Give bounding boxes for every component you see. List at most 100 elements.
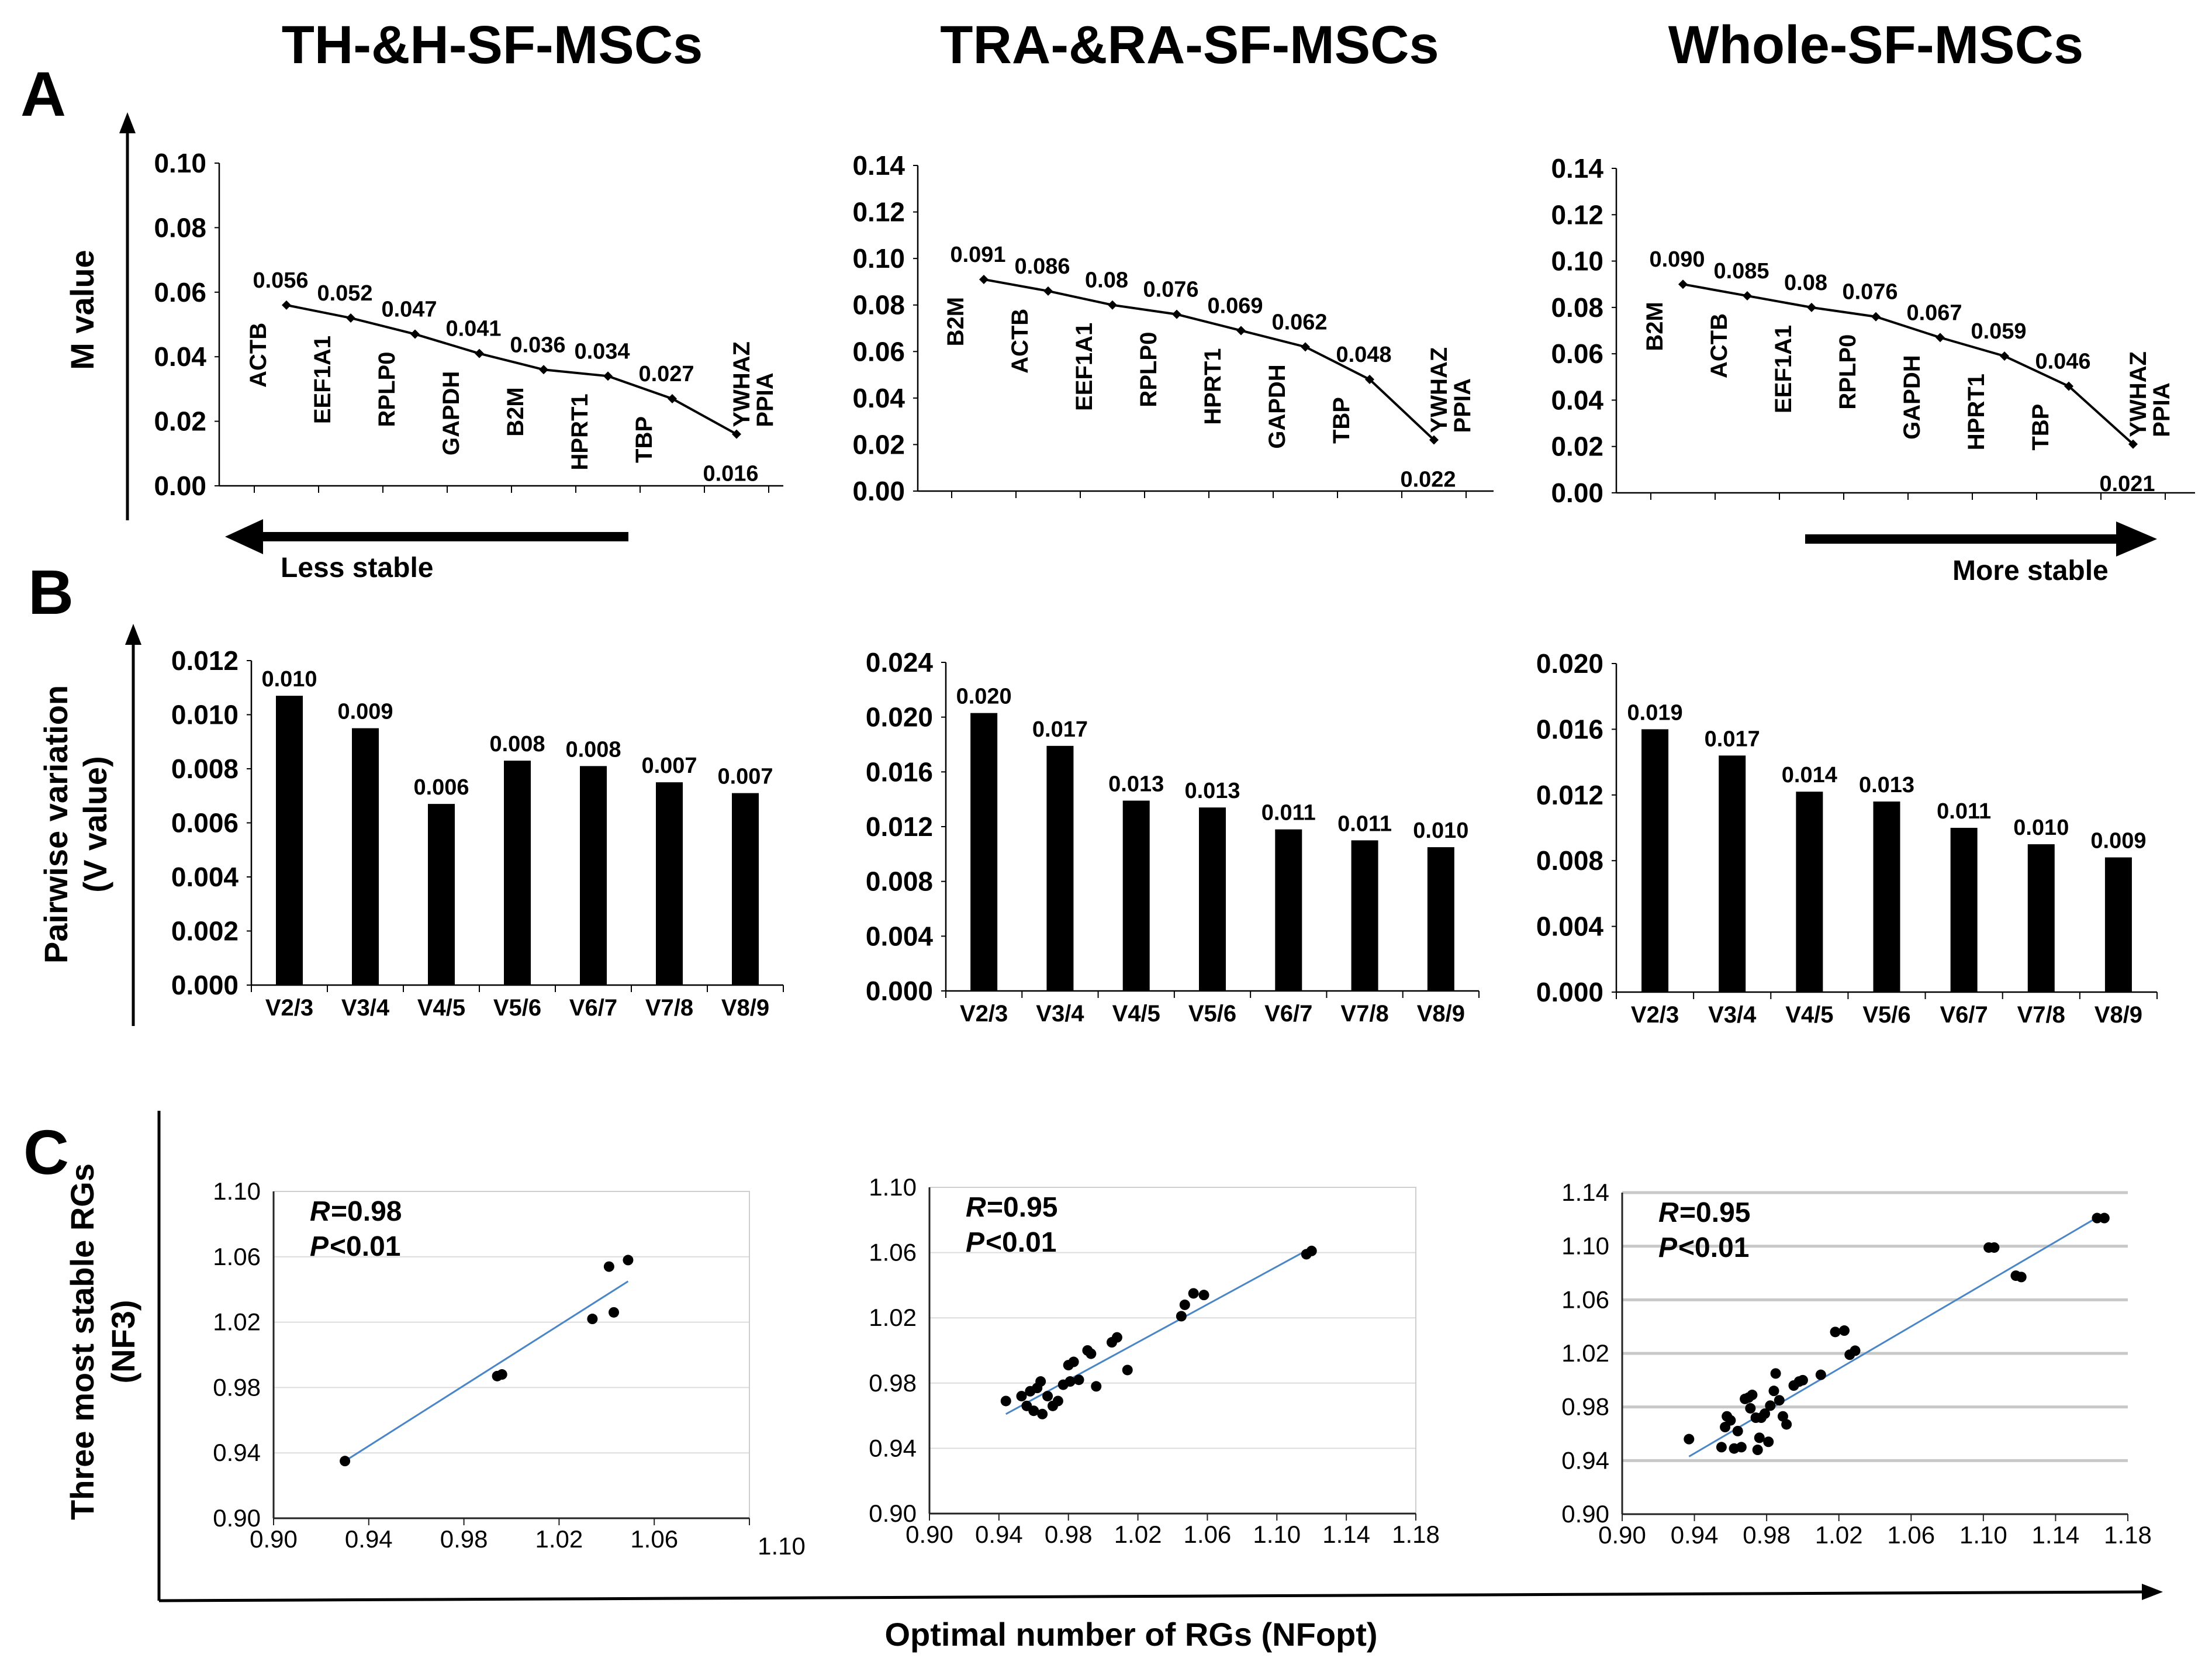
b2-ytick: 0.004 <box>866 921 934 951</box>
c3-scatter-point <box>1989 1242 2000 1253</box>
a1-data-label: 0.016 <box>703 462 758 486</box>
a2-data-label: 0.091 <box>950 243 1005 267</box>
a3-ytick: 0.06 <box>1551 338 1603 369</box>
a1-gene-label: ACTB <box>246 323 271 388</box>
a3-gene-label: PPIA <box>2149 382 2175 437</box>
c2-ytick: 0.98 <box>869 1369 917 1397</box>
c3-scatter-point <box>1815 1369 1826 1380</box>
panel-c-y-label-line2-group: (NF3) <box>105 1300 141 1383</box>
a3-point <box>1743 291 1752 301</box>
b2-bar <box>1427 847 1454 991</box>
b2-ytick: 0.008 <box>866 866 933 897</box>
c3-ytick: 0.98 <box>1561 1393 1609 1421</box>
c3-scatter-point <box>2099 1212 2110 1224</box>
c2-scatter-point <box>1035 1376 1046 1387</box>
a3-ytick: 0.00 <box>1551 478 1603 508</box>
a2-gene-label: TBP <box>1329 397 1354 444</box>
c3-ytick: 0.94 <box>1561 1446 1609 1474</box>
a1-ytick: 0.00 <box>154 471 206 501</box>
a3-gene-label: EEF1A1 <box>1771 325 1796 413</box>
a3-ytick: 0.10 <box>1551 246 1603 277</box>
a3-ytick: 0.02 <box>1551 431 1603 462</box>
b2-ytick: 0.016 <box>866 756 933 787</box>
b3-ytick: 0.000 <box>1536 977 1603 1007</box>
b1-ytick: 0.006 <box>171 808 239 838</box>
b1-bar <box>504 761 531 985</box>
a2-gene-label: GAPDH <box>1264 364 1290 448</box>
a1-ytick: 0.08 <box>154 212 206 243</box>
b3-bar-label: 0.019 <box>1627 700 1683 725</box>
b1-bar-label: 0.009 <box>337 700 393 724</box>
a2-ytick: 0.02 <box>852 429 905 460</box>
b3-xtick: V5/6 <box>1862 1002 1910 1028</box>
c3-scatter-point <box>1850 1345 1861 1356</box>
panel-a-y-axis-arrowhead <box>119 112 136 133</box>
a1-data-label: 0.036 <box>510 333 565 357</box>
a1-data-label: 0.056 <box>253 268 308 293</box>
a2-ytick: 0.10 <box>852 243 905 274</box>
c2-xtick: 1.06 <box>1184 1521 1232 1548</box>
c1-scatter-point <box>623 1255 634 1266</box>
b1-bar-label: 0.006 <box>413 775 469 800</box>
c3-scatter-point <box>2092 1212 2103 1224</box>
b2-bar <box>1122 800 1150 991</box>
b3-bar-label: 0.013 <box>1859 773 1914 797</box>
a1-gene-label: HPRT1 <box>567 393 593 470</box>
c3-scatter-point <box>1747 1390 1758 1401</box>
a1-point <box>732 429 741 439</box>
less-stable-arrowhead <box>225 519 263 554</box>
b3-bar-label: 0.009 <box>2090 829 2146 854</box>
c1-scatter-point <box>587 1314 598 1325</box>
c2-ytick: 1.10 <box>869 1173 917 1201</box>
c2-ytick: 1.06 <box>869 1239 917 1266</box>
c3-scatter-point <box>1797 1374 1808 1386</box>
c3-p-value: <0.01 <box>1678 1232 1749 1263</box>
c3-scatter-point <box>1830 1326 1841 1338</box>
c2-ytick: 0.94 <box>869 1434 917 1462</box>
b2-xtick: V4/5 <box>1112 1001 1160 1027</box>
c3-xtick: 0.90 <box>1598 1521 1646 1549</box>
a1-gene-label: YWHAZ <box>729 341 755 427</box>
c3-xtick: 0.94 <box>1671 1521 1719 1549</box>
a1-gene-label: TBP <box>631 416 657 463</box>
a3-point <box>1871 312 1881 322</box>
b1-xtick: V6/7 <box>569 995 617 1021</box>
panel-b-y-axis-arrowhead <box>125 624 141 645</box>
c1-xtick: 0.94 <box>345 1525 393 1553</box>
c2-scatter-point <box>1064 1376 1076 1387</box>
c2-scatter-point <box>1188 1288 1199 1299</box>
c3-scatter-point <box>1777 1411 1788 1422</box>
a3-data-label: 0.067 <box>1906 300 1962 325</box>
c1-fit-line <box>344 1280 629 1462</box>
a2-data-label: 0.08 <box>1085 268 1128 293</box>
a1-gene-label: B2M <box>503 387 528 436</box>
b2-ytick: 0.012 <box>866 811 933 842</box>
a2-data-label: 0.062 <box>1271 310 1327 334</box>
a1-point <box>603 371 613 381</box>
a1-series-line <box>286 303 737 436</box>
a3-data-label: 0.021 <box>2099 472 2155 496</box>
b1-bar-label: 0.007 <box>641 754 697 778</box>
a1-point <box>475 348 484 358</box>
a2-data-label: 0.086 <box>1014 254 1070 279</box>
a1-point <box>282 300 291 310</box>
c2-scatter-point <box>1122 1364 1133 1376</box>
c1-ytick: 0.94 <box>213 1439 261 1466</box>
c3-ytick: 1.06 <box>1561 1286 1609 1313</box>
a3-gene-label: B2M <box>1642 302 1668 351</box>
a2-ytick: 0.14 <box>852 150 905 181</box>
a1-point <box>668 393 677 403</box>
c2-scatter-point <box>1176 1311 1187 1322</box>
a1-point <box>539 365 548 375</box>
a2-point <box>1301 342 1310 352</box>
c2-xtick: 0.90 <box>905 1521 953 1548</box>
a3-data-label: 0.059 <box>1971 319 2026 344</box>
b3-bar <box>1641 729 1669 992</box>
b1-bar-label: 0.008 <box>489 732 545 756</box>
c2-p-value: <0.01 <box>986 1227 1056 1258</box>
b1-ytick: 0.012 <box>171 645 239 676</box>
c3-scatter-point <box>1838 1325 1850 1336</box>
a1-gene-label: GAPDH <box>438 371 464 455</box>
b2-bar <box>1199 807 1226 991</box>
c1-ytick: 1.10 <box>213 1177 261 1205</box>
